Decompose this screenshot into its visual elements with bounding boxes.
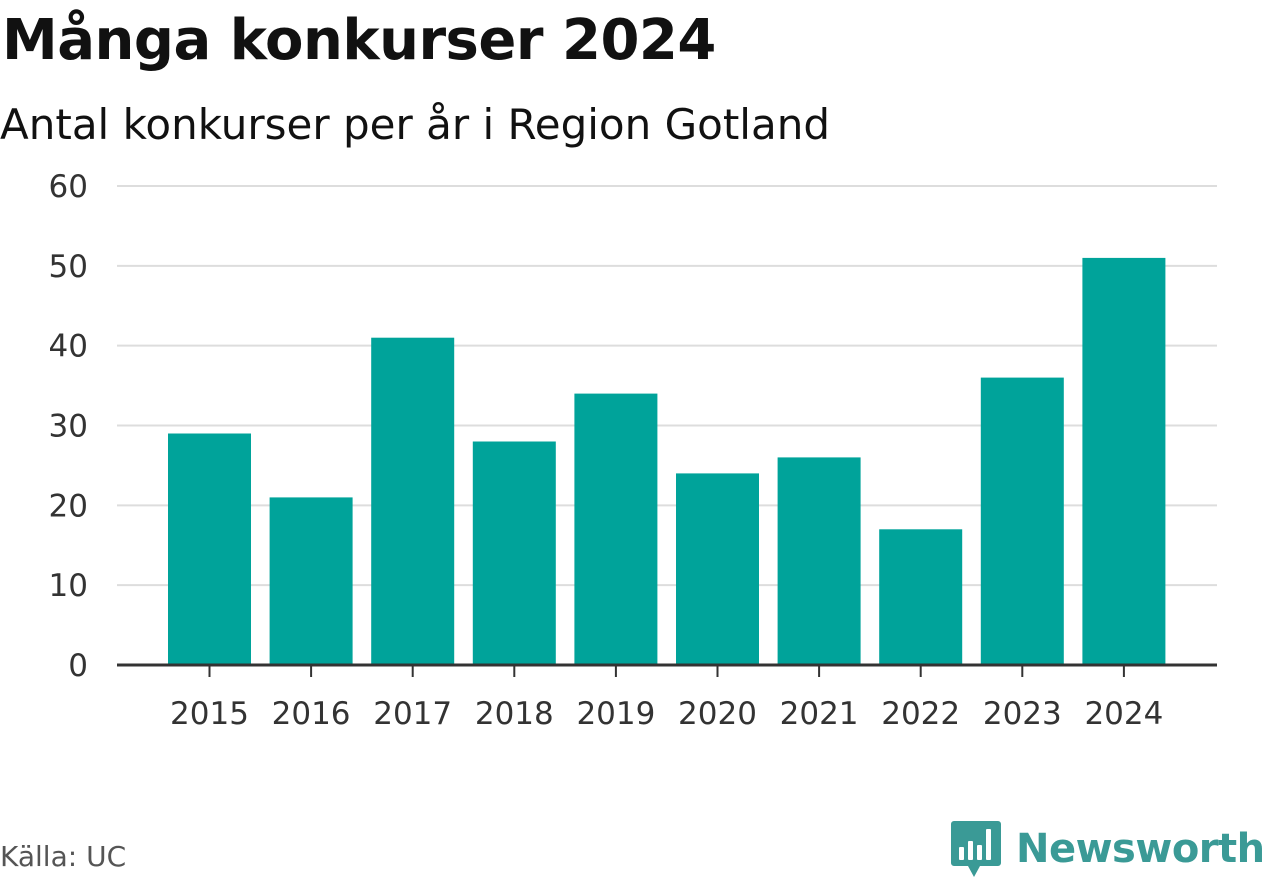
x-tick-label: 2019: [576, 696, 655, 732]
x-tick-label: 2017: [373, 696, 452, 732]
bar-2016: [269, 497, 353, 665]
x-tick-label: 2024: [1084, 696, 1163, 732]
y-tick-label: 60: [49, 169, 88, 205]
y-axis-ticks: 0 10 20 30 40 50 60: [49, 169, 88, 684]
x-tick-label: 2015: [170, 696, 249, 732]
x-tick-label: 2023: [983, 696, 1062, 732]
bar-2022: [879, 529, 963, 665]
newsworthy-logo: Newsworthy: [950, 818, 1262, 880]
bar-2024: [1082, 257, 1166, 665]
bar-2017: [371, 337, 455, 665]
x-tick-label: 2018: [475, 696, 554, 732]
x-tick-label: 2016: [272, 696, 351, 732]
bar-2015: [168, 433, 251, 665]
x-axis-ticks: 2015 2016 2017 2018 2019 2020 2021 2022 2023 2024: [170, 665, 1163, 732]
x-tick-label: 2022: [881, 696, 960, 732]
bar-2021: [777, 457, 861, 665]
bar-2019: [574, 393, 658, 665]
chart-title: Många konkurser 2024: [2, 8, 716, 73]
newsworthy-wordmark: Newsworthy: [1016, 826, 1262, 872]
x-tick-label: 2020: [678, 696, 757, 732]
x-tick-label: 2021: [780, 696, 859, 732]
bar-2020: [676, 473, 759, 665]
y-tick-label: 20: [49, 488, 88, 524]
y-tick-label: 40: [49, 329, 88, 365]
bar-2023: [980, 377, 1064, 665]
y-tick-label: 30: [49, 409, 88, 445]
bars: [168, 257, 1166, 665]
source-note: Källa: UC: [0, 840, 127, 873]
chart-subtitle: Antal konkurser per år i Region Gotland: [0, 100, 830, 149]
y-tick-label: 0: [68, 648, 88, 684]
bar-2018: [472, 441, 556, 665]
y-tick-label: 10: [49, 568, 88, 604]
newsworthy-bar-chart-speech-bubble-icon: [951, 821, 1001, 877]
y-tick-label: 50: [49, 249, 88, 285]
